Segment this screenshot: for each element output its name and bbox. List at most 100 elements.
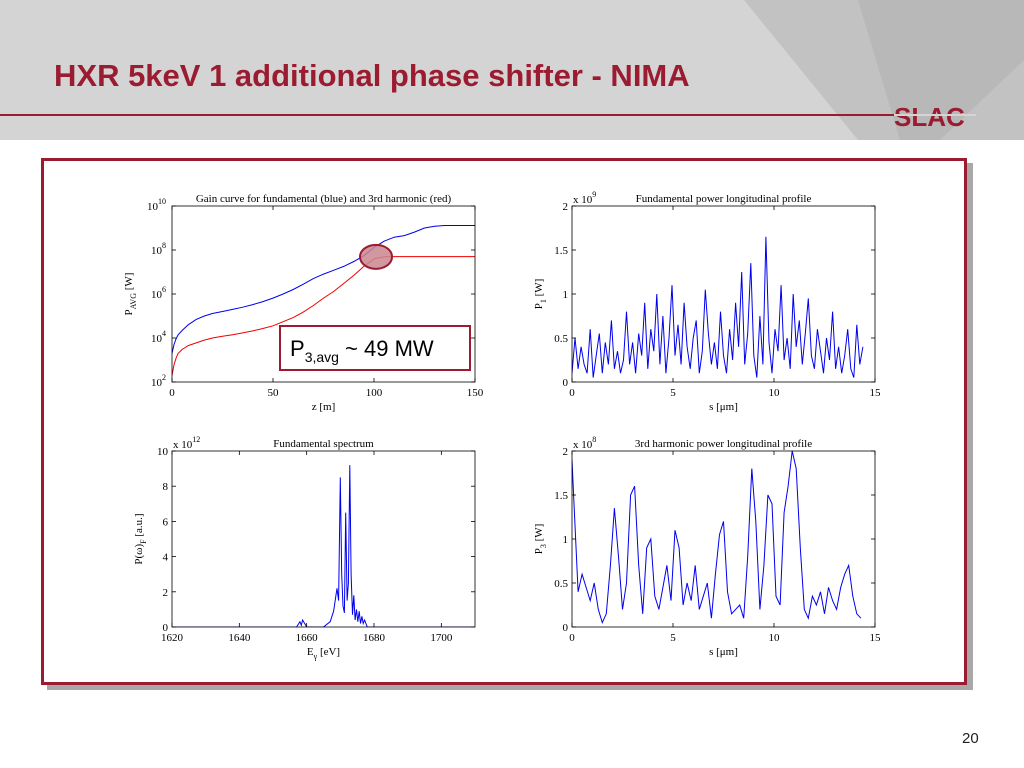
y-axis-label: P(ω)F [a.u.] bbox=[133, 513, 148, 564]
x-tick-label: 5 bbox=[670, 632, 676, 644]
y-tick-base: 10 bbox=[151, 333, 163, 345]
y-label-main: P bbox=[533, 303, 545, 309]
annotation-sub: 3,avg bbox=[305, 349, 339, 365]
y-tick-label: 104 bbox=[151, 329, 166, 345]
x-tick-label: 0 bbox=[569, 387, 575, 399]
y-tick-label: 102 bbox=[151, 373, 166, 389]
axes-box bbox=[171, 450, 476, 628]
y-label-main: P bbox=[123, 309, 135, 315]
y-tick-exponent: 8 bbox=[162, 241, 166, 250]
x-axis-label: z [m] bbox=[312, 401, 336, 413]
x-tick-label: 1620 bbox=[161, 632, 184, 644]
x-label-sub: γ bbox=[313, 652, 318, 661]
annotation-text: P3,avg ~ 49 MW bbox=[290, 336, 434, 365]
axis-multiplier: x 108 bbox=[573, 435, 596, 451]
x-tick-label: 10 bbox=[769, 387, 781, 399]
y-label-sub: F bbox=[139, 539, 148, 544]
y-tick-label: 10 bbox=[157, 446, 169, 458]
x-tick-label: 1640 bbox=[228, 632, 251, 644]
annotation-main: P bbox=[290, 336, 305, 361]
multiplier-base: x 10 bbox=[573, 194, 593, 206]
y-tick-label: 1.5 bbox=[554, 245, 568, 257]
x-label-main: E bbox=[307, 646, 314, 658]
x-tick-label: 1660 bbox=[296, 632, 319, 644]
y-tick-label: 2 bbox=[163, 587, 169, 599]
highlight-circle bbox=[359, 243, 394, 270]
series-line bbox=[172, 465, 475, 627]
y-label-unit: [W] bbox=[123, 273, 135, 293]
x-axis-label: s [μm] bbox=[709, 646, 738, 658]
y-label-unit: [W] bbox=[533, 279, 545, 299]
x-axis-label: Eγ [eV] bbox=[307, 646, 340, 661]
y-axis-label: PAVG [W] bbox=[123, 273, 138, 316]
axis-multiplier: x 1012 bbox=[173, 435, 200, 451]
y-tick-exponent: 4 bbox=[162, 329, 166, 338]
y-tick-base: 10 bbox=[151, 377, 163, 389]
chart-p3: 0 5 10 15 0 0.5 1 1.5 2 3rd harmonic power longit… bbox=[533, 435, 881, 658]
y-tick-label: 106 bbox=[151, 285, 166, 301]
y-tick-label: 1010 bbox=[147, 197, 166, 213]
y-tick-exponent: 6 bbox=[162, 285, 166, 294]
x-tick-label: 15 bbox=[870, 632, 882, 644]
chart-title: Gain curve for fundamental (blue) and 3r… bbox=[196, 193, 452, 205]
annotation-box bbox=[279, 325, 471, 371]
y-tick-label: 108 bbox=[151, 241, 166, 257]
y-tick-base: 10 bbox=[151, 245, 163, 257]
series-line bbox=[172, 256, 475, 376]
y-tick-exponent: 10 bbox=[158, 197, 166, 206]
series-line bbox=[572, 236, 864, 378]
x-axis-label: s [μm] bbox=[709, 401, 738, 413]
y-label-sub: AVG bbox=[129, 293, 138, 310]
y-tick-label: 0 bbox=[563, 377, 569, 389]
x-tick-label: 100 bbox=[366, 387, 383, 399]
annotation-value: ~ 49 MW bbox=[339, 336, 434, 361]
y-label-unit: [a.u.] bbox=[133, 513, 145, 539]
slac-logo-text: SLAC bbox=[894, 102, 965, 132]
multiplier-exponent: 9 bbox=[592, 190, 596, 199]
x-tick-label: 10 bbox=[769, 632, 781, 644]
y-tick-label: 6 bbox=[163, 516, 169, 528]
series-line bbox=[172, 225, 475, 354]
page-number: 20 bbox=[962, 730, 979, 747]
y-tick-label: 0.5 bbox=[554, 578, 568, 590]
y-tick-label: 4 bbox=[163, 552, 169, 564]
y-tick-label: 8 bbox=[163, 481, 169, 493]
x-tick-label: 0 bbox=[569, 632, 575, 644]
multiplier-exponent: 12 bbox=[192, 435, 200, 444]
header-shard bbox=[858, 0, 1024, 140]
y-tick-base: 10 bbox=[147, 201, 159, 213]
x-tick-label: 1700 bbox=[430, 632, 453, 644]
y-tick-label: 1 bbox=[563, 289, 569, 301]
y-tick-label: 2 bbox=[563, 201, 569, 213]
chart-title: Fundamental spectrum bbox=[273, 438, 374, 450]
y-axis-label: P1 [W] bbox=[533, 279, 548, 310]
y-axis-label: P3 [W] bbox=[533, 524, 548, 555]
header-rule bbox=[0, 114, 910, 116]
chart-p1: 0 5 10 15 0 0.5 1 1.5 2 Fundamental power longitu… bbox=[533, 190, 881, 413]
y-tick-label: 0.5 bbox=[554, 333, 568, 345]
multiplier-base: x 10 bbox=[573, 439, 593, 451]
y-tick-label: 0 bbox=[163, 622, 169, 634]
chart-spectrum: 1620 1640 1660 1680 1700 0 2 4 6 8 10 Fundamental s… bbox=[133, 435, 476, 661]
chart-title: 3rd harmonic power longitudinal profile bbox=[635, 438, 812, 450]
y-label-main: P bbox=[533, 548, 545, 554]
axis-multiplier: x 109 bbox=[573, 190, 596, 206]
y-tick-label: 0 bbox=[563, 622, 569, 634]
y-label-sub: 3 bbox=[539, 544, 548, 548]
series-line bbox=[572, 451, 862, 625]
y-label-unit: [W] bbox=[533, 524, 545, 544]
y-label-main: P(ω) bbox=[133, 544, 145, 565]
x-tick-label: 150 bbox=[467, 387, 484, 399]
slide-title: HXR 5keV 1 additional phase shifter - NI… bbox=[54, 58, 690, 93]
y-tick-base: 10 bbox=[151, 289, 163, 301]
y-tick-label: 1 bbox=[563, 534, 569, 546]
x-tick-label: 5 bbox=[670, 387, 676, 399]
y-tick-exponent: 2 bbox=[162, 373, 166, 382]
y-tick-label: 2 bbox=[563, 446, 569, 458]
x-label-unit: [eV] bbox=[317, 646, 340, 658]
y-tick-label: 1.5 bbox=[554, 490, 568, 502]
header-band bbox=[0, 0, 1024, 140]
x-tick-label: 15 bbox=[870, 387, 882, 399]
y-label-sub: 1 bbox=[539, 299, 548, 303]
